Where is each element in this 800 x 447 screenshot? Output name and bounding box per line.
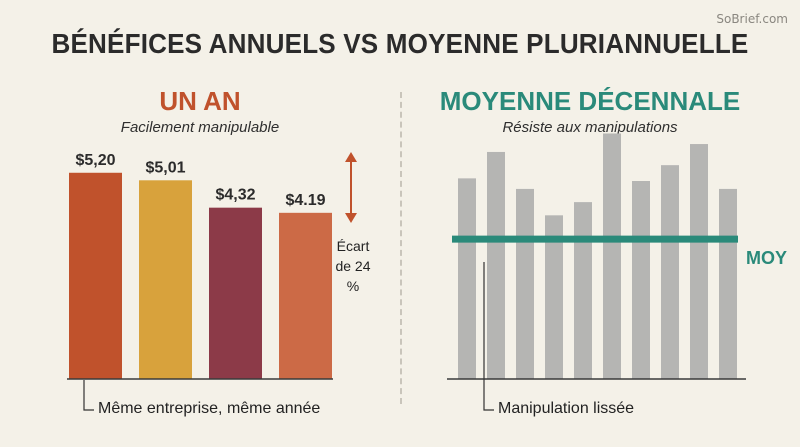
right-bar-4	[545, 215, 563, 379]
left-bar-value-label: $5,01	[145, 159, 185, 176]
gap-label-line1: Écart	[336, 238, 370, 254]
right-bar-8	[661, 165, 679, 379]
left-bar-value-label: $4.19	[285, 192, 325, 209]
left-bar-2	[139, 180, 192, 379]
right-bar-9	[690, 144, 708, 379]
right-note-connector	[483, 262, 494, 411]
gap-arrow-icon	[345, 152, 357, 223]
right-bar-6	[603, 133, 621, 379]
right-panel-subtitle: Résiste aux manipulations	[502, 119, 678, 136]
left-panel-subtitle: Facilement manipulable	[120, 119, 280, 136]
right-bar-group	[458, 133, 737, 379]
watermark: SoBrief.com	[716, 12, 788, 26]
right-bottom-note: Manipulation lissée	[498, 400, 635, 417]
right-bar-3	[516, 188, 534, 379]
left-bar-value-label: $5,20	[75, 152, 115, 169]
average-label: MOY	[746, 248, 788, 268]
left-bottom-note: Même entreprise, même année	[98, 400, 321, 417]
right-bar-5	[574, 202, 592, 379]
page-title: BÉNÉFICES ANNUELS VS MOYENNE PLURIANNUEL…	[51, 28, 749, 59]
left-bar-4	[279, 212, 332, 379]
right-panel-title: MOYENNE DÉCENNALE	[439, 86, 741, 116]
left-bar-1	[69, 172, 122, 379]
gap-label-line2: de 24 %	[335, 258, 371, 294]
panel-divider	[400, 92, 402, 404]
left-note-connector	[83, 380, 94, 411]
left-panel-title: UN AN	[159, 86, 241, 116]
right-bar-7	[632, 181, 650, 379]
right-bar-10	[719, 188, 737, 379]
right-bar-1	[458, 178, 476, 379]
left-bar-group	[69, 172, 332, 379]
left-value-labels: $5,20 $5,01 $4,32 $4.19	[75, 152, 325, 209]
left-bar-value-label: $4,32	[215, 187, 255, 204]
right-bar-2	[487, 151, 505, 379]
left-bar-3	[209, 207, 262, 379]
